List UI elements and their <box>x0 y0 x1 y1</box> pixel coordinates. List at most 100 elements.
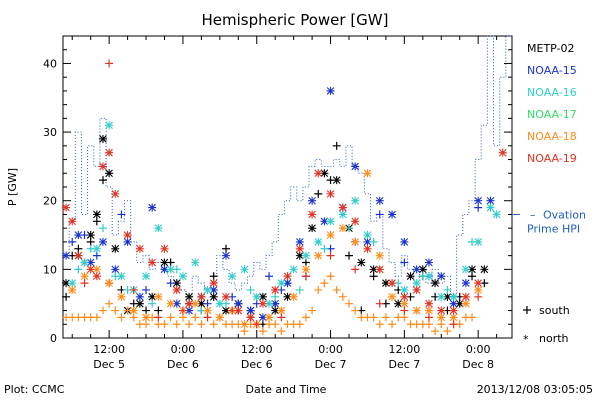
x-tick-day-label: Dec 8 <box>462 358 494 371</box>
noaa-18-south-point <box>400 313 409 322</box>
noaa-15-south-point <box>203 299 212 308</box>
noaa-15-north-point <box>172 299 181 308</box>
noaa-18-north-point <box>203 306 212 315</box>
metp-02-south-point <box>345 251 354 260</box>
metp-02-north-point <box>406 272 415 281</box>
x-tick-day-label: Dec 7 <box>315 358 347 371</box>
noaa-18-south-point <box>172 320 181 329</box>
x-tick-day-label: Dec 7 <box>388 358 420 371</box>
noaa-18-north-point <box>301 265 310 274</box>
noaa-15-north-point <box>437 272 446 281</box>
metp-02-south-point <box>142 306 151 315</box>
metp-02-north-point <box>308 224 317 233</box>
noaa-16-north-point <box>228 272 237 281</box>
x-tick-day-label: Dec 6 <box>241 358 273 371</box>
noaa-16-north-point <box>203 285 212 294</box>
noaa-16-north-point <box>277 279 286 288</box>
noaa-15-north-point <box>148 203 157 212</box>
metp-02-north-point <box>468 265 477 274</box>
metp-02-north-point <box>172 279 181 288</box>
noaa-19-north-point <box>148 258 157 267</box>
noaa-15-north-point <box>283 279 292 288</box>
noaa-19-north-point <box>271 285 280 294</box>
noaa-18-south-point <box>258 327 267 336</box>
y-tick-label: 20 <box>43 195 57 208</box>
noaa-18-south-point <box>240 327 249 336</box>
noaa-18-north-point <box>314 251 323 260</box>
noaa-18-south-point <box>92 313 101 322</box>
noaa-15-north-point <box>98 237 107 246</box>
noaa-16-north-point <box>492 210 501 219</box>
noaa-16-south-point <box>246 285 255 294</box>
noaa-19-south-point <box>277 313 286 322</box>
metp-02-north-point <box>197 299 206 308</box>
noaa-18-north-point <box>68 285 77 294</box>
noaa-19-north-point <box>234 306 243 315</box>
noaa-19-north-point <box>185 299 194 308</box>
noaa-18-north-point <box>375 251 384 260</box>
noaa-19-north-point <box>388 279 397 288</box>
noaa-16-north-point <box>412 279 421 288</box>
noaa-18-south-point <box>326 272 335 281</box>
noaa-19-north-point <box>160 244 169 253</box>
noaa-18-north-point <box>363 169 372 178</box>
noaa-18-north-point <box>449 313 458 322</box>
noaa-18-north-point <box>424 306 433 315</box>
noaa-16-north-point <box>351 196 360 205</box>
noaa-18-north-point <box>388 292 397 301</box>
noaa-19-north-point <box>105 148 114 157</box>
noaa-15-south-point <box>375 210 384 219</box>
noaa-19-north-point <box>123 231 132 240</box>
noaa-19-north-point <box>258 299 267 308</box>
metp-02-north-point <box>86 231 95 240</box>
metp-02-north-point <box>381 279 390 288</box>
metp-02-north-point <box>332 176 341 185</box>
metp-02-north-point <box>135 299 144 308</box>
noaa-19-north-point <box>62 203 71 212</box>
noaa-15-north-point <box>424 258 433 267</box>
noaa-19-north-point <box>437 306 446 315</box>
noaa-16-north-point <box>154 224 163 233</box>
chart-title: Hemispheric Power [GW] <box>202 11 389 29</box>
plot-credit: Plot: CCMC <box>4 383 65 396</box>
noaa-16-north-point <box>215 299 224 308</box>
legend-item-noaa-19: NOAA-19 <box>527 152 577 165</box>
noaa-18-south-point <box>338 292 347 301</box>
marker-legend-label-south: south <box>539 304 570 317</box>
metp-02-north-point <box>320 169 329 178</box>
noaa-16-north-point <box>449 292 458 301</box>
noaa-19-north-point <box>375 265 384 274</box>
noaa-15-north-point <box>295 237 304 246</box>
noaa-15-north-point <box>449 299 458 308</box>
noaa-18-south-point <box>295 320 304 329</box>
noaa-18-north-point <box>474 285 483 294</box>
noaa-19-south-point <box>203 313 212 322</box>
metp-02-south-point <box>369 272 378 281</box>
legend-item-noaa-16: NOAA-16 <box>527 86 577 99</box>
noaa-16-north-point <box>338 210 347 219</box>
noaa-19-north-point <box>351 217 360 226</box>
noaa-18-south-point <box>105 299 114 308</box>
legend-item-metp-02: METP-02 <box>527 42 575 55</box>
noaa-18-north-point <box>326 231 335 240</box>
noaa-15-south-point <box>400 258 409 267</box>
noaa-15-south-point <box>117 210 126 219</box>
metp-02-north-point <box>455 299 464 308</box>
metp-02-south-point <box>332 141 341 150</box>
metp-02-north-point <box>209 292 218 301</box>
noaa-18-north-point <box>289 292 298 301</box>
legend-item-noaa-17: NOAA-17 <box>527 108 577 121</box>
noaa-15-north-point <box>234 299 243 308</box>
noaa-18-south-point <box>277 327 286 336</box>
noaa-18-south-point <box>332 285 341 294</box>
metp-02-north-point <box>357 258 366 267</box>
metp-02-north-point <box>443 292 452 301</box>
metp-02-south-point <box>98 176 107 185</box>
noaa-16-south-point <box>98 224 107 233</box>
metp-02-north-point <box>431 279 440 288</box>
noaa-19-north-point <box>197 292 206 301</box>
noaa-19-north-point <box>338 203 347 212</box>
y-tick-label: 30 <box>43 126 57 139</box>
